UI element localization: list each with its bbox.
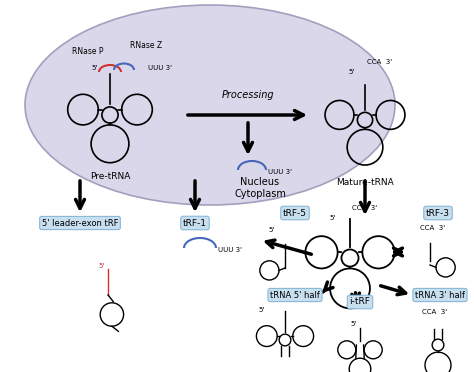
Text: CCA  3': CCA 3' <box>352 205 377 211</box>
Text: Pre-tRNA: Pre-tRNA <box>90 172 130 181</box>
Text: RNase P: RNase P <box>72 48 103 57</box>
Text: 5': 5' <box>99 263 105 269</box>
Text: 5': 5' <box>92 65 98 71</box>
Text: tRNA 5' half: tRNA 5' half <box>270 291 320 299</box>
Text: i-tRF: i-tRF <box>349 298 371 307</box>
Text: RNase Z: RNase Z <box>130 41 162 49</box>
Text: Cytoplasm: Cytoplasm <box>234 189 286 199</box>
Text: 5': 5' <box>349 69 355 75</box>
Text: CCA  3': CCA 3' <box>420 225 445 231</box>
Ellipse shape <box>25 5 395 205</box>
Text: tRF-5: tRF-5 <box>283 208 307 218</box>
Text: CCA  3': CCA 3' <box>367 59 392 65</box>
Text: Processing: Processing <box>222 90 274 100</box>
Text: UUU 3': UUU 3' <box>268 169 292 175</box>
Text: UUU 3': UUU 3' <box>218 247 242 253</box>
Text: 5' leader-exon tRF: 5' leader-exon tRF <box>42 218 118 228</box>
Text: CCA  3': CCA 3' <box>422 309 447 315</box>
Text: 5': 5' <box>259 307 265 313</box>
Text: tRF-3: tRF-3 <box>426 208 450 218</box>
Text: 5': 5' <box>351 321 357 327</box>
Text: Nucleus: Nucleus <box>240 177 280 187</box>
Text: UUU 3': UUU 3' <box>148 65 172 71</box>
Text: 5': 5' <box>330 215 336 221</box>
Text: tRF-1: tRF-1 <box>183 218 207 228</box>
Text: Mature-tRNA: Mature-tRNA <box>336 178 394 187</box>
Text: tRNA 3' half: tRNA 3' half <box>415 291 465 299</box>
Text: 5': 5' <box>269 227 275 233</box>
